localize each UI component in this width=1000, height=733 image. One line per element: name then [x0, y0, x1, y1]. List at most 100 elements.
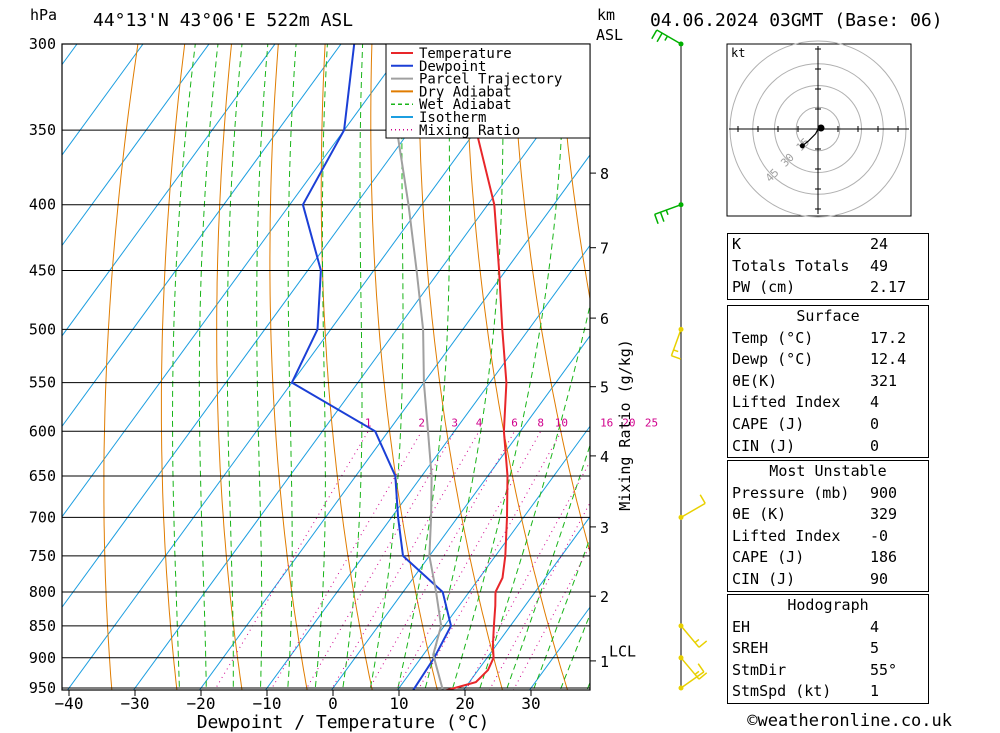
wet-adiabat-line	[226, 44, 243, 690]
most-unstable-row: CAPE (J) 186	[728, 547, 928, 569]
pressure-tick-label: 500	[29, 320, 56, 338]
mixing-ratio-label: 8	[537, 416, 544, 429]
wind-level-dot	[678, 514, 684, 520]
most-unstable-row-value: 329	[870, 505, 898, 524]
hodograph-row: StmSpd (kt) 1	[728, 681, 928, 703]
pressure-tick-label: 800	[29, 583, 56, 601]
wind-barb-shaft	[680, 657, 700, 680]
wind-profile	[651, 29, 708, 691]
pressure-tick-label: 600	[29, 422, 56, 440]
mixing-ratio-line	[270, 431, 423, 690]
hodograph: kt 153045	[726, 40, 912, 218]
index-row: PW (cm) 2.17	[728, 277, 928, 299]
surface-row-value: 321	[870, 371, 898, 390]
surface-row: Temp (°C) 17.2	[728, 328, 928, 350]
most-unstable-row: CIN (J) 90	[728, 569, 928, 591]
legend-label: Isotherm	[419, 110, 486, 126]
hodograph-row-label: StmSpd (kt)	[732, 682, 832, 701]
most-unstable-row-label: Lifted Index	[732, 526, 841, 545]
km-tick-label: 1	[600, 653, 609, 671]
surface-row: Dewp (°C) 12.4	[728, 349, 928, 371]
height-km-axis: 1 2 3 4 5 6 7 8 LCL	[589, 44, 636, 690]
surface-title: Surface	[796, 307, 860, 325]
surface-row-label: CAPE (J)	[732, 414, 805, 433]
km-label: km	[597, 6, 615, 24]
wind-barb-half-feather	[694, 638, 700, 644]
hodograph-row-label: SREH	[732, 639, 769, 658]
hodograph-title: Hodograph	[787, 596, 869, 614]
temperature-tick-label: −10	[253, 694, 282, 713]
index-row-value: 24	[870, 235, 889, 253]
series-line-dewpoint	[290, 44, 453, 690]
wind-level-dot	[678, 326, 684, 332]
mixing-ratio-labels: 1 2 3 4 6 8 10 16 20 25	[365, 416, 658, 429]
series-line-parcel-trajectory	[386, 44, 444, 690]
legend-label: Dewpoint	[419, 59, 486, 75]
wind-barb-half-feather	[673, 349, 679, 353]
surface-row-value: 0	[870, 414, 880, 433]
pressure-tick-label: 400	[29, 196, 56, 214]
most-unstable-title: Most Unstable	[769, 462, 887, 480]
index-table-hodograph: Hodograph EH 4 SREH 5 StmDir 55° StmSpd (kt) 1	[727, 594, 929, 704]
km-tick-label: 2	[600, 588, 609, 606]
mixing-ratio-label: 6	[511, 416, 518, 429]
hodograph-row-value: 55°	[870, 660, 898, 679]
pressure-tick-label: 450	[29, 262, 56, 280]
wind-level-dot	[678, 202, 684, 208]
hodograph-row-value: 1	[870, 682, 880, 701]
wet-adiabat-line	[287, 44, 297, 690]
most-unstable-row-label: θE (K)	[732, 505, 787, 524]
profiles	[290, 44, 509, 690]
legend-label: Mixing Ratio	[419, 123, 520, 139]
hodograph-row-label: EH	[732, 617, 751, 636]
temperature-tick-label: −40	[55, 694, 84, 713]
wind-level-dot	[678, 41, 684, 47]
mixing-ratio-label: 4	[476, 416, 483, 429]
km-tick-label: 6	[600, 310, 609, 328]
legend-label: Parcel Trajectory	[419, 72, 562, 88]
most-unstable-row: θE (K) 329	[728, 504, 928, 526]
wet-adiabat-line	[505, 443, 590, 690]
hodograph-row-value: 4	[870, 617, 880, 636]
asl-label: ASL	[596, 26, 623, 44]
index-row: Totals Totals 49	[728, 256, 928, 278]
wind-barb-half-feather	[694, 670, 700, 676]
temperature-tick-labels: −40 −30 −20 −10 0 10 20 30	[55, 690, 541, 713]
pressure-tick-label: 850	[29, 617, 56, 635]
index-row: K 24	[728, 234, 928, 256]
hodograph-trace	[802, 128, 819, 147]
wind-barb-half-feather	[664, 35, 669, 41]
isotherm-line	[62, 44, 78, 66]
wind-barb-shaft	[680, 502, 706, 519]
index-row-label: Totals Totals	[732, 256, 850, 275]
index-row-label: PW (cm)	[732, 278, 796, 297]
wind-barb-half-feather	[665, 209, 669, 216]
mixing-ratio-label: 10	[555, 416, 568, 429]
temperature-tick-label: 0	[328, 694, 338, 713]
surface-row-label: Dewp (°C)	[732, 350, 814, 369]
hodograph-row: EH 4	[728, 617, 928, 639]
wind-level-dot	[678, 685, 684, 691]
pressure-tick-label: 350	[29, 121, 56, 139]
index-table-most-unstable: Most Unstable Pressure (mb) 900 θE (K) 329 Li…	[727, 460, 929, 592]
x-axis-label: Dewpoint / Temperature (°C)	[197, 712, 490, 733]
hodograph-end-dot	[799, 143, 805, 149]
mixing-ratio-axis-label: Mixing Ratio (g/kg)	[616, 339, 634, 511]
legend-label: Dry Adiabat	[419, 84, 512, 100]
mixing-ratio-label: 20	[622, 416, 635, 429]
surface-row-label: Lifted Index	[732, 393, 841, 412]
km-tick-label: 7	[600, 240, 609, 258]
wind-barb-feather	[656, 32, 663, 43]
dry-adiabat-line	[924, 6, 1000, 717]
wind-barb-feather	[699, 494, 706, 504]
pressure-tick-label: 300	[29, 35, 56, 53]
datetime-title: 04.06.2024 03GMT (Base: 06)	[650, 10, 943, 31]
surface-row-label: θE(K)	[732, 371, 778, 390]
surface-row-value: 12.4	[870, 350, 907, 369]
surface-row-label: Temp (°C)	[732, 328, 814, 347]
storm-motion-dot	[817, 124, 825, 132]
legend-box	[385, 43, 591, 139]
index-row-value: 2.17	[870, 278, 907, 297]
isotherm-line	[62, 44, 144, 156]
